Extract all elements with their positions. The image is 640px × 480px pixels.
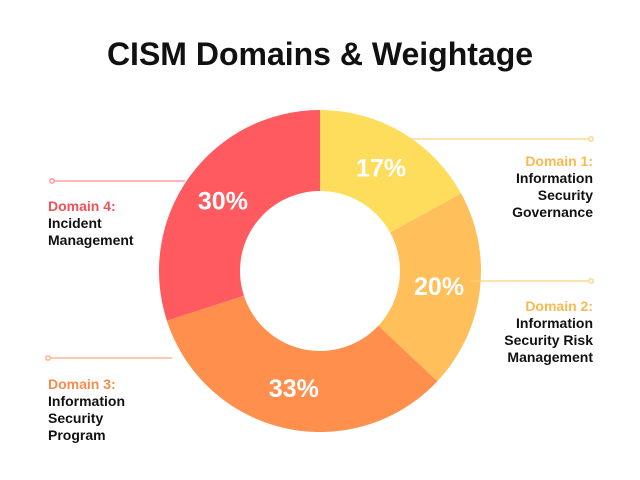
- legend-label-domain-1: Domain 1: Information Security Governanc…: [440, 153, 593, 221]
- connector-dot-domain-3: [45, 355, 51, 361]
- connector-dot-domain-4: [49, 178, 55, 184]
- chart-title: CISM Domains & Weightage: [106, 36, 534, 72]
- domain-4-title: Domain 4:: [48, 198, 116, 214]
- domain-3-name-line-2: Security: [48, 410, 104, 426]
- domain-2-name-line-1: Information: [516, 315, 593, 331]
- connector-dot-domain-2: [588, 278, 594, 284]
- slice-value-label-domain-4: 30%: [198, 187, 248, 215]
- donut-slice-domain-3: [166, 295, 438, 433]
- legend-label-domain-4: Domain 4: Incident Management: [48, 198, 188, 249]
- domain-3-name-line-3: Program: [48, 427, 106, 443]
- donut-slice-domain-1: [320, 110, 462, 233]
- domain-2-name-line-2: Security Risk: [504, 332, 593, 348]
- domain-1-title: Domain 1:: [525, 153, 593, 169]
- domain-1-name-line-1: Information: [516, 170, 593, 186]
- legend-label-domain-2: Domain 2: Information Security Risk Mana…: [440, 298, 593, 366]
- domain-2-name-line-3: Management: [507, 349, 593, 365]
- domain-4-name-line-2: Management: [48, 232, 134, 248]
- domain-1-name-line-3: Governance: [512, 204, 593, 220]
- donut-slice-domain-4: [158, 109, 320, 321]
- domain-1-name-line-2: Security: [537, 187, 593, 203]
- donut-slice-domain-2: [378, 193, 481, 382]
- slice-value-label-domain-2: 20%: [414, 273, 464, 301]
- domain-3-name-line-1: Information: [48, 393, 125, 409]
- domain-3-title: Domain 3:: [48, 376, 116, 392]
- slice-value-label-domain-3: 33%: [269, 375, 319, 403]
- connector-dot-domain-1: [588, 136, 594, 142]
- domain-2-title: Domain 2:: [525, 298, 593, 314]
- legend-label-domain-3: Domain 3: Information Security Program: [48, 376, 188, 444]
- domain-4-name-line-1: Incident: [48, 215, 102, 231]
- slice-value-label-domain-1: 17%: [356, 155, 406, 183]
